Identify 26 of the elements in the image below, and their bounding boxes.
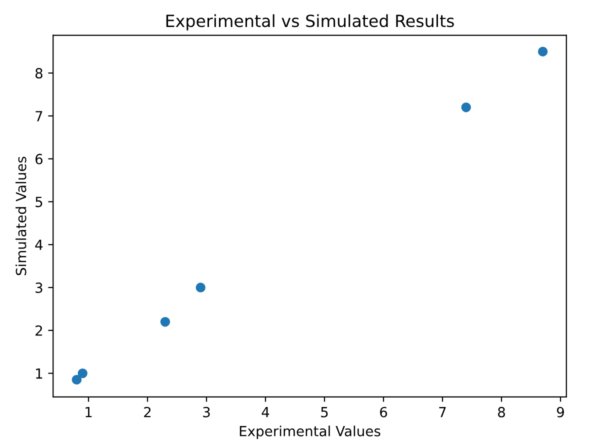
x-tick-label: 6 bbox=[380, 406, 388, 418]
x-tick-label: 2 bbox=[144, 406, 151, 418]
x-axis-title: Experimental Values bbox=[240, 426, 380, 440]
y-tick-label: 7 bbox=[36, 111, 42, 122]
y-tick-label: 3 bbox=[36, 282, 42, 293]
y-tick-label: 1 bbox=[36, 368, 42, 379]
chart-title: Experimental vs Simulated Results bbox=[166, 14, 454, 30]
x-tick-label: 4 bbox=[262, 407, 270, 418]
x-tick-label: 7 bbox=[439, 407, 446, 418]
point bbox=[538, 46, 548, 56]
point bbox=[72, 374, 82, 385]
y-tick-label: 6 bbox=[36, 154, 43, 164]
y-tick-label: 5 bbox=[36, 196, 42, 208]
x-tick-label: 3 bbox=[203, 406, 210, 418]
y-tick-label: 2 bbox=[36, 325, 42, 336]
x-tick-label: 1 bbox=[86, 407, 92, 418]
y-axis-title: Simulated Values bbox=[16, 156, 26, 276]
y-tick-label: 8 bbox=[35, 68, 42, 79]
x-tick-label: 9 bbox=[556, 406, 564, 418]
point bbox=[160, 316, 170, 327]
point bbox=[461, 102, 471, 112]
point bbox=[196, 282, 206, 292]
point bbox=[78, 368, 88, 378]
x-tick-label: 8 bbox=[498, 406, 505, 418]
y-tick-label: 4 bbox=[35, 240, 43, 250]
x-tick-label: 5 bbox=[321, 407, 328, 418]
